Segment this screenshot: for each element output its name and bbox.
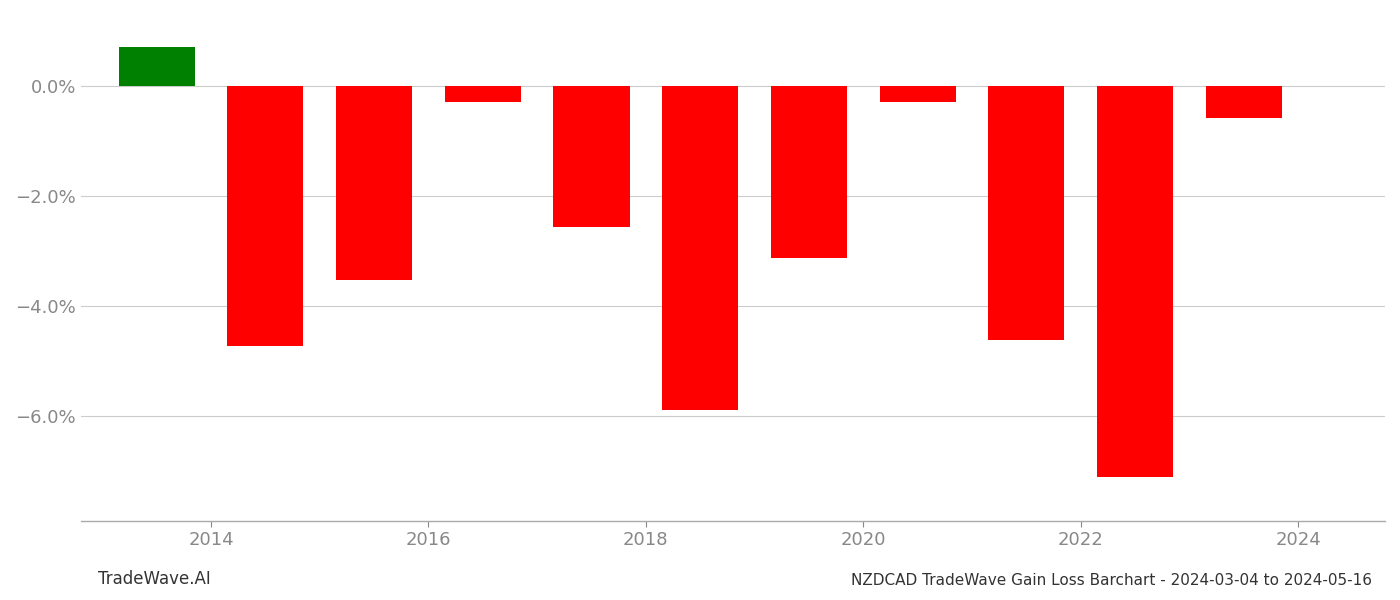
Bar xyxy=(662,86,738,410)
Bar xyxy=(879,86,956,102)
Bar xyxy=(445,86,521,102)
Bar xyxy=(119,47,195,86)
Bar xyxy=(1098,86,1173,476)
Text: NZDCAD TradeWave Gain Loss Barchart - 2024-03-04 to 2024-05-16: NZDCAD TradeWave Gain Loss Barchart - 20… xyxy=(851,573,1372,588)
Bar xyxy=(336,86,412,280)
Bar xyxy=(1205,86,1282,118)
Bar xyxy=(553,86,630,227)
Bar xyxy=(988,86,1064,340)
Bar xyxy=(771,86,847,258)
Text: TradeWave.AI: TradeWave.AI xyxy=(98,570,211,588)
Bar xyxy=(227,86,304,346)
